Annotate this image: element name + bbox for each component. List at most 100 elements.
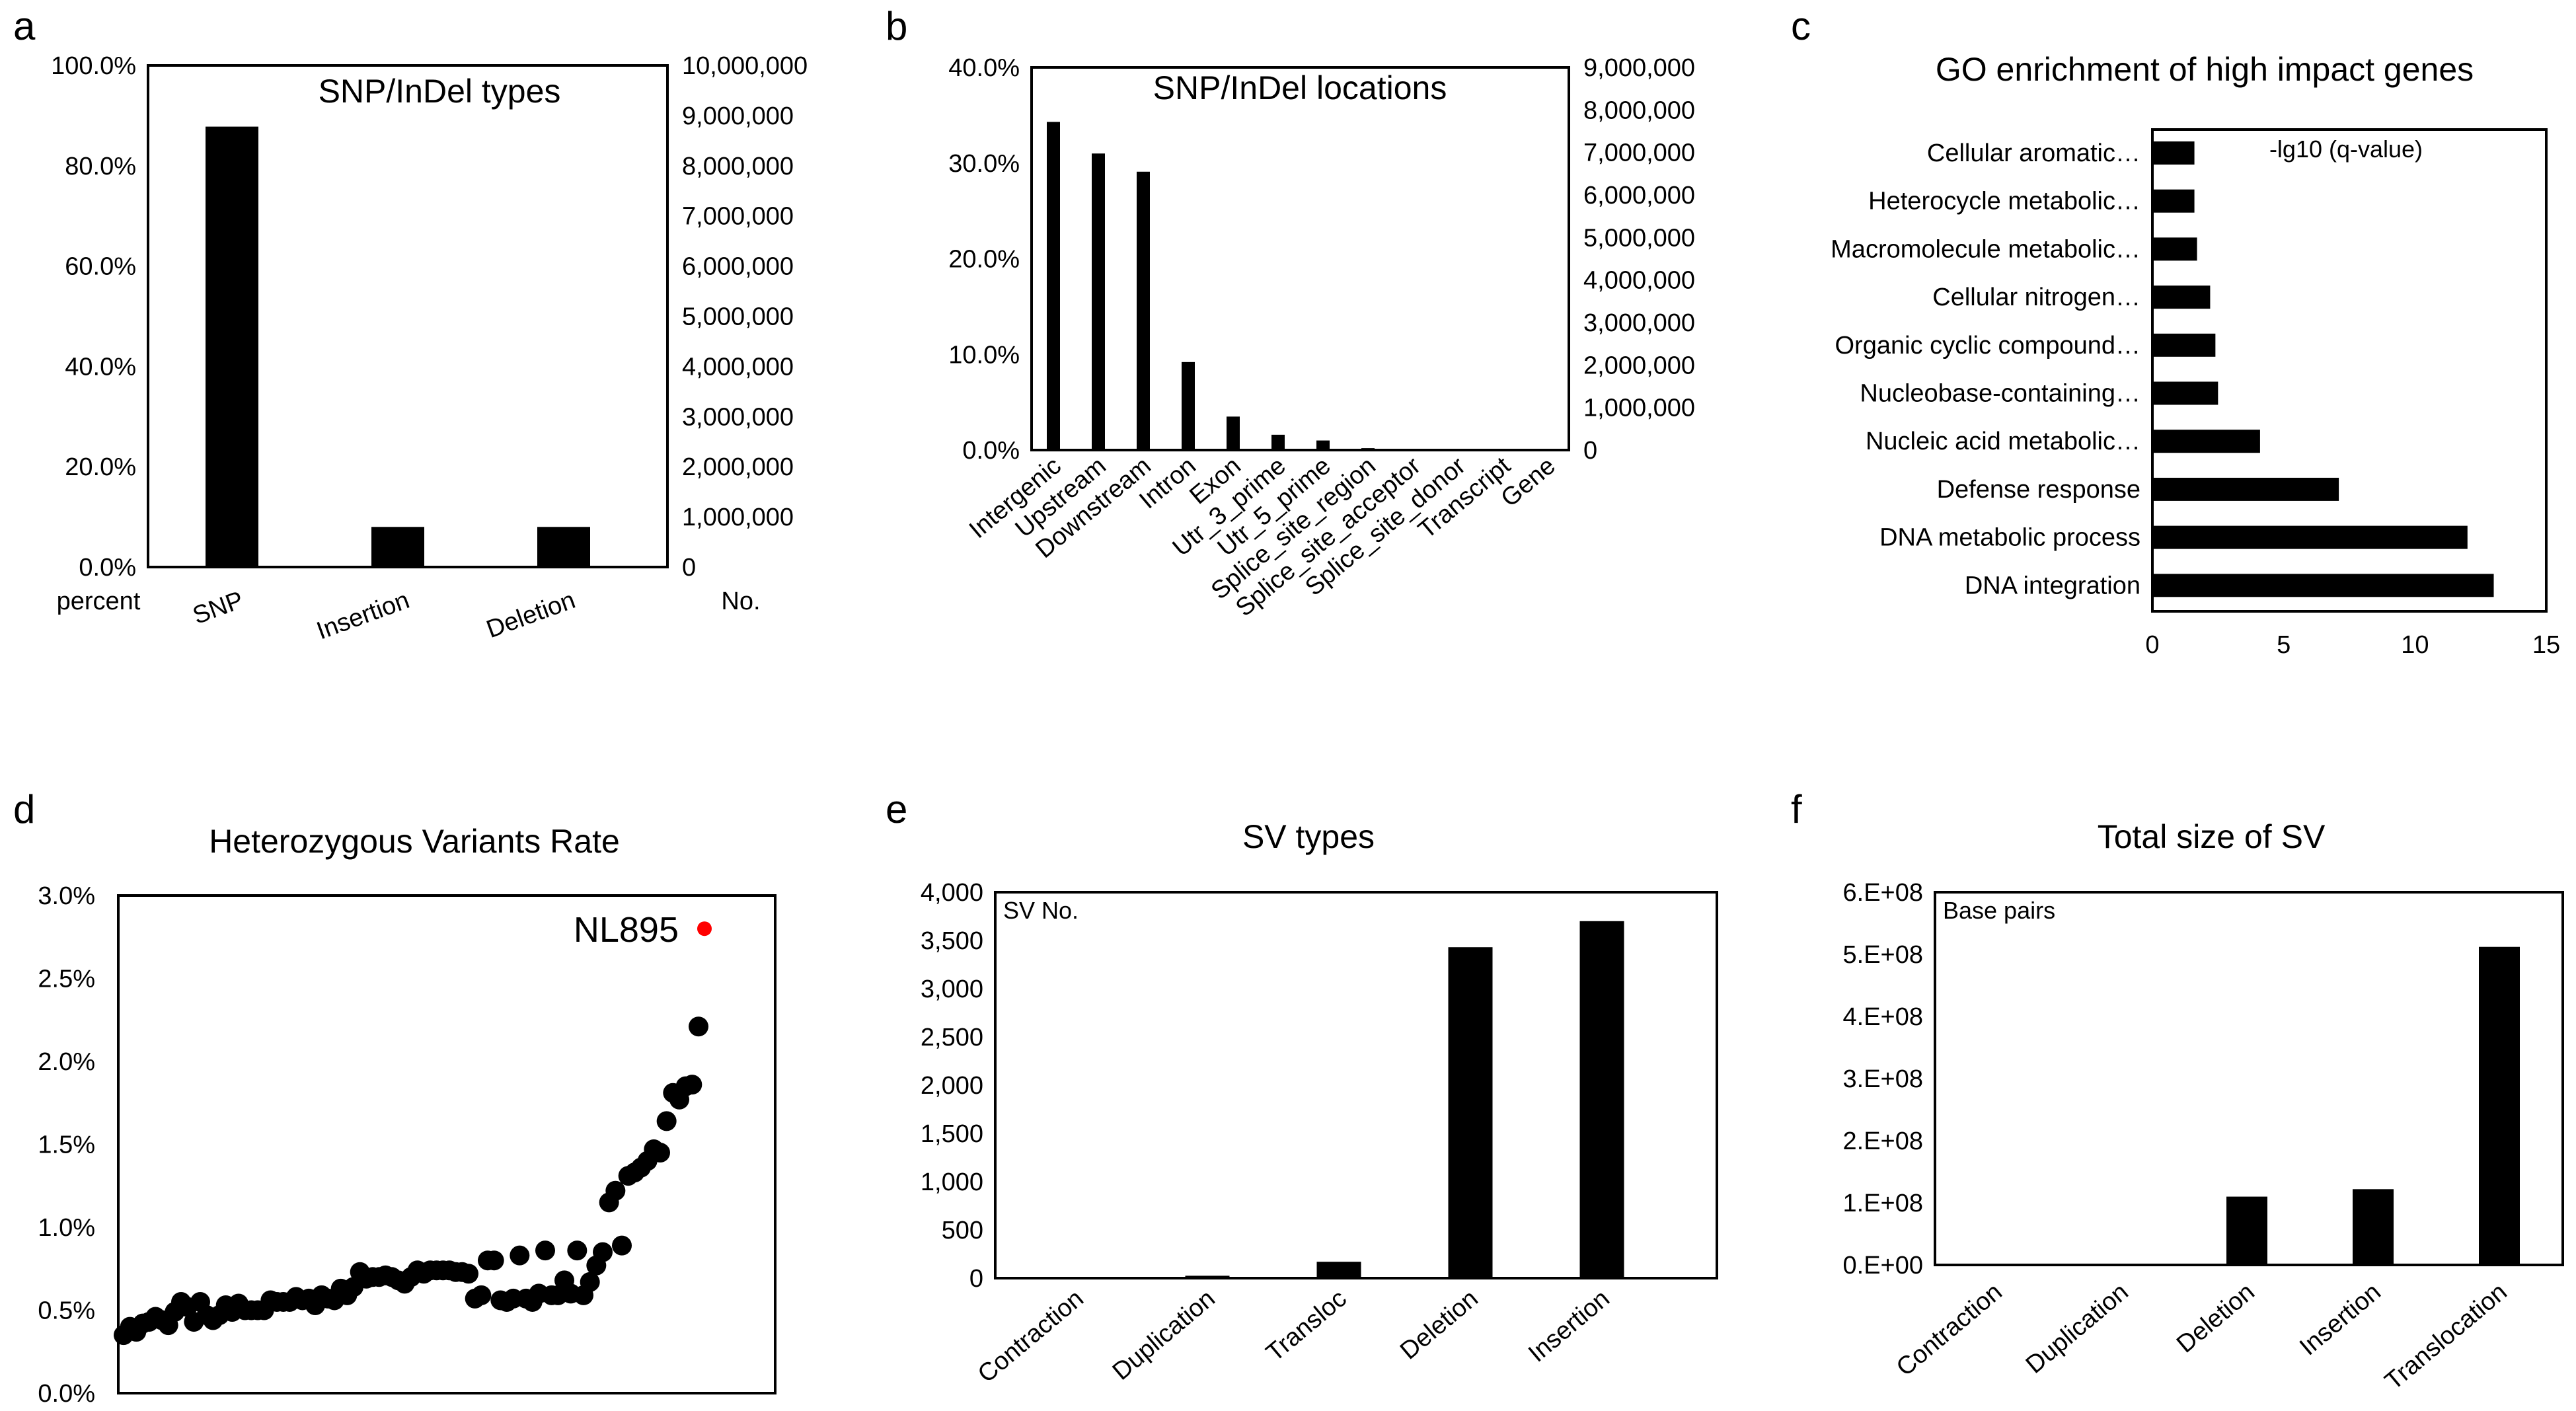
y-tick-label: Cellular nitrogen… <box>1932 284 2140 311</box>
highlight-label: NL895 <box>574 910 679 950</box>
y2-axis-label: No. <box>721 588 760 615</box>
y-tick-label: Defense response <box>1937 476 2140 504</box>
y2-tick-label: 9,000,000 <box>682 102 794 130</box>
y-tick-label: 0.0% <box>962 437 1020 465</box>
y-tick-label: Nucleic acid metabolic… <box>1866 428 2140 455</box>
chart-title: SNP/InDel types <box>319 73 561 110</box>
panel-letter: f <box>1791 787 1802 831</box>
data-point <box>580 1272 600 1292</box>
data-point <box>650 1143 670 1163</box>
y2-tick-label: 0 <box>1583 437 1597 465</box>
data-point <box>605 1180 626 1201</box>
data-point <box>682 1075 702 1095</box>
y-tick-label: 80.0% <box>65 153 136 180</box>
bar-deletion <box>2226 1196 2267 1265</box>
y2-tick-label: 9,000,000 <box>1583 54 1695 82</box>
y2-tick-label: 1,000,000 <box>1583 395 1695 422</box>
y2-tick-label: 8,000,000 <box>1583 96 1695 124</box>
bar-exon <box>1227 416 1240 450</box>
y-tick-label: 100.0% <box>51 52 136 80</box>
y-tick-label: Macromolecule metabolic… <box>1831 235 2140 263</box>
panel-letter: a <box>13 4 36 48</box>
plot-area <box>117 894 777 1394</box>
y2-tick-label: 5,000,000 <box>1583 224 1695 252</box>
axis-annotation: Base pairs <box>1943 897 2055 924</box>
y-tick-label: 0.5% <box>38 1297 95 1325</box>
y2-tick-label: 3,000,000 <box>682 403 794 431</box>
bar-utr-3-prime <box>1271 434 1285 450</box>
x-tick-label: Contraction <box>1891 1278 2008 1382</box>
data-point <box>471 1285 492 1305</box>
y-tick-label: Nucleobase-containing… <box>1860 380 2140 408</box>
y2-tick-label: 8,000,000 <box>682 153 794 180</box>
data-point <box>567 1240 587 1261</box>
y-tick-label: Cellular aromatic… <box>1927 139 2140 167</box>
x-tick-label: Duplication <box>2021 1278 2134 1379</box>
y-tick-label: 2.0% <box>38 1048 95 1076</box>
x-tick-label: Insertion <box>1523 1285 1615 1368</box>
y-tick-label: DNA metabolic process <box>1879 524 2140 552</box>
x-tick-label: 15 <box>2532 631 2560 659</box>
y-tick-label: 3.E+08 <box>1843 1065 1924 1093</box>
y-tick-label: 2.E+08 <box>1843 1127 1924 1155</box>
bar-go-term <box>2152 237 2197 261</box>
y2-tick-label: 4,000,000 <box>1583 267 1695 295</box>
bar-go-term <box>2152 333 2216 357</box>
y2-tick-label: 3,000,000 <box>1583 309 1695 337</box>
chart-title: Heterozygous Variants Rate <box>209 823 620 860</box>
plot-area <box>1030 66 1570 451</box>
y-tick-label: 0 <box>969 1265 983 1293</box>
chart-title: SNP/InDel locations <box>1153 69 1447 106</box>
data-point <box>535 1240 555 1261</box>
bar-go-term <box>2152 430 2260 453</box>
data-point <box>484 1250 504 1271</box>
y-tick-label: 4,000 <box>921 879 983 907</box>
x-tick-label: Translocation <box>2380 1278 2513 1396</box>
x-tick-label: SNP <box>189 586 247 630</box>
bar-go-term <box>2152 574 2494 597</box>
bar-go-term <box>2152 381 2218 405</box>
bar-go-term <box>2152 477 2339 501</box>
data-point <box>510 1245 530 1266</box>
x-tick-label: Contraction <box>973 1285 1089 1389</box>
panel-letter: e <box>886 787 907 831</box>
y-tick-label: Organic cyclic compound… <box>1835 332 2140 360</box>
x-tick-label: 5 <box>2277 631 2291 659</box>
data-point <box>689 1016 708 1037</box>
y-tick-label: 3,000 <box>921 975 983 1003</box>
highlight-point <box>697 921 712 936</box>
y2-tick-label: 2,000,000 <box>682 453 794 481</box>
x-tick-label: Deletion <box>483 586 579 644</box>
y-tick-label: 1.0% <box>38 1214 95 1242</box>
bar-intergenic <box>1047 122 1060 450</box>
data-point <box>612 1235 632 1256</box>
chart-title: Total size of SV <box>2098 818 2326 855</box>
x-tick-label: Duplication <box>1108 1285 1221 1386</box>
y-tick-label: 4.E+08 <box>1843 1003 1924 1031</box>
y2-tick-label: 7,000,000 <box>682 203 794 231</box>
bar-insertion <box>371 527 424 567</box>
y-tick-label: 40.0% <box>65 353 136 381</box>
bar-go-term <box>2152 189 2195 213</box>
y2-tick-label: 6,000,000 <box>1583 182 1695 210</box>
y-tick-label: 2,000 <box>921 1072 983 1100</box>
plot-area <box>2151 128 2548 613</box>
y-tick-label: 0.0% <box>38 1380 95 1408</box>
panel-letter: b <box>886 4 907 48</box>
y-tick-label: 60.0% <box>65 253 136 281</box>
bar-snp <box>206 126 258 567</box>
chart-title: GO enrichment of high impact genes <box>1936 51 2474 88</box>
data-point <box>593 1242 613 1262</box>
bar-splice-site-region <box>1361 448 1375 450</box>
x-tick-label: 0 <box>2145 631 2159 659</box>
x-tick-label: Deletion <box>2172 1278 2260 1359</box>
axis-annotation: -lg10 (q-value) <box>2269 135 2423 163</box>
bar-insertion <box>1579 921 1624 1278</box>
panel-letter: c <box>1791 4 1811 48</box>
bar-go-term <box>2152 286 2211 309</box>
y2-tick-label: 4,000,000 <box>682 353 794 381</box>
bar-translocation <box>2479 946 2520 1265</box>
y-tick-label: 10.0% <box>948 341 1020 369</box>
bar-transloc <box>1316 1262 1361 1278</box>
